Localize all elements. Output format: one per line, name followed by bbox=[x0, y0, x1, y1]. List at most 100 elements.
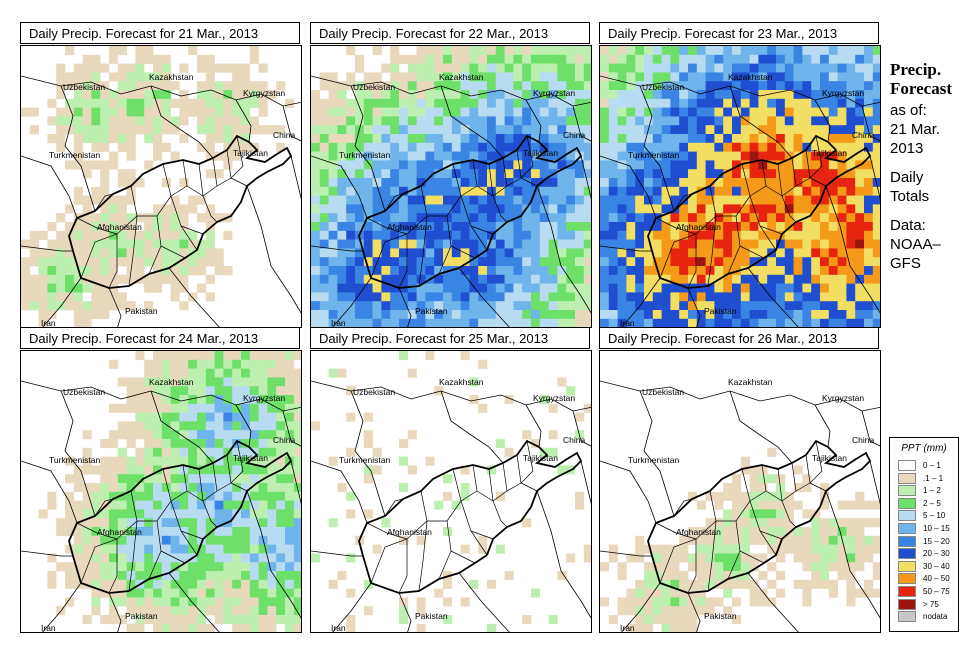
side-title-line1: Precip. bbox=[890, 60, 942, 79]
province-borders bbox=[366, 135, 538, 289]
country-borders bbox=[21, 75, 301, 327]
map-panel: Daily Precip. Forecast for 25 Mar., 2013… bbox=[310, 327, 592, 633]
legend-swatch bbox=[898, 598, 916, 610]
country-label: China bbox=[563, 435, 585, 445]
country-borders bbox=[21, 380, 301, 632]
legend-label: 50 – 75 bbox=[923, 587, 950, 596]
legend-swatch bbox=[898, 573, 916, 585]
legend-item: 50 – 75 bbox=[898, 586, 958, 598]
asof-date-line2: 2013 bbox=[890, 140, 924, 157]
legend-label: 15 – 20 bbox=[923, 536, 950, 546]
country-label: Uzbekistan bbox=[63, 82, 105, 92]
legend-label: nodata bbox=[923, 612, 948, 622]
legend-label: > 75 bbox=[923, 599, 939, 609]
country-label: Kazakhstan bbox=[728, 72, 773, 82]
legend-title: PPT (mm) bbox=[901, 443, 947, 454]
legend-label: 5 – 10 bbox=[923, 511, 946, 521]
legend-label: 30 – 40 bbox=[923, 561, 950, 571]
panel-title: Daily Precip. Forecast for 25 Mar., 2013 bbox=[310, 327, 590, 349]
country-borders bbox=[600, 380, 880, 632]
legend-item: 20 – 30 bbox=[898, 548, 958, 560]
country-label: Iran bbox=[331, 623, 346, 633]
country-label: Kazakhstan bbox=[439, 72, 484, 82]
country-label: Uzbekistan bbox=[353, 82, 395, 92]
legend-item: 1 – 2 bbox=[898, 485, 958, 497]
province-borders bbox=[76, 135, 248, 289]
afghanistan-outline bbox=[358, 134, 583, 289]
precip-cells bbox=[600, 46, 880, 327]
country-label: Turkmenistan bbox=[628, 455, 679, 465]
country-label: Pakistan bbox=[415, 306, 448, 316]
country-label: Tajikistan bbox=[233, 148, 268, 158]
legend-item: nodata bbox=[898, 611, 958, 623]
country-label: Tajikistan bbox=[812, 453, 847, 463]
legend-item: > 75 bbox=[898, 598, 958, 611]
country-label: Turkmenistan bbox=[49, 150, 100, 160]
precip-map: Kazakhstan Uzbekistan Kyrgyzstan Turkmenist… bbox=[20, 350, 302, 633]
country-label: Afghanistan bbox=[97, 222, 142, 232]
country-label: Afghanistan bbox=[387, 222, 432, 232]
country-label: Kyrgyzstan bbox=[533, 88, 575, 98]
country-label: Kazakhstan bbox=[439, 377, 484, 387]
asof-date-line1: 21 Mar. bbox=[890, 121, 941, 138]
map-panel: Daily Precip. Forecast for 26 Mar., 2013… bbox=[599, 327, 881, 633]
panel-title: Daily Precip. Forecast for 26 Mar., 2013 bbox=[599, 327, 879, 349]
legend-label: 20 – 30 bbox=[923, 549, 950, 559]
side-info: Precip. Forecast as of: 21 Mar. 2013 Dai… bbox=[890, 60, 975, 273]
afghanistan-outline bbox=[647, 439, 872, 594]
country-label: Iran bbox=[620, 318, 635, 328]
map-panel: Daily Precip. Forecast for 24 Mar., 2013… bbox=[20, 327, 302, 633]
ppt-legend: PPT (mm) 0 – 1 .1 – 1 1 – 2 2 – 5 5 – 10 10 –… bbox=[889, 437, 959, 632]
country-label: Uzbekistan bbox=[642, 82, 684, 92]
legend-swatch bbox=[898, 460, 916, 471]
country-label: Uzbekistan bbox=[642, 387, 684, 397]
legend-item: .1 – 1 bbox=[898, 472, 958, 485]
country-label: Kazakhstan bbox=[728, 377, 773, 387]
country-borders bbox=[600, 75, 880, 327]
country-label: Kyrgyzstan bbox=[822, 88, 864, 98]
country-label: Tajikistan bbox=[523, 148, 558, 158]
country-label: Iran bbox=[41, 318, 56, 328]
legend-label: .1 – 1 bbox=[923, 473, 944, 483]
country-label: Turkmenistan bbox=[339, 455, 390, 465]
country-label: Kyrgyzstan bbox=[243, 88, 285, 98]
map-panel: Daily Precip. Forecast for 22 Mar., 2013… bbox=[310, 22, 592, 328]
country-label: China bbox=[273, 435, 295, 445]
daily-line2: Totals bbox=[890, 188, 930, 205]
data-line3: GFS bbox=[890, 255, 921, 272]
country-label: China bbox=[852, 435, 874, 445]
afghanistan-outline bbox=[358, 439, 583, 594]
legend-item: 10 – 15 bbox=[898, 523, 958, 535]
country-label: Turkmenistan bbox=[628, 150, 679, 160]
country-label: Kyrgyzstan bbox=[822, 393, 864, 403]
country-label: Afghanistan bbox=[676, 527, 721, 537]
country-label: Uzbekistan bbox=[63, 387, 105, 397]
country-label: Tajikistan bbox=[812, 148, 847, 158]
province-borders bbox=[655, 440, 827, 594]
precip-map: Kazakhstan Uzbekistan Kyrgyzstan Turkmenist… bbox=[599, 45, 881, 328]
country-label: Iran bbox=[331, 318, 346, 328]
legend-swatch bbox=[898, 560, 916, 572]
legend-swatch bbox=[898, 611, 916, 623]
country-label: Pakistan bbox=[125, 611, 158, 621]
side-title-line2: Forecast bbox=[890, 79, 952, 98]
asof-label: as of: bbox=[890, 102, 927, 119]
legend-item: 30 – 40 bbox=[898, 560, 958, 573]
map-panel: Daily Precip. Forecast for 23 Mar., 2013… bbox=[599, 22, 881, 328]
country-label: Pakistan bbox=[125, 306, 158, 316]
afghanistan-outline bbox=[68, 439, 293, 594]
country-label: China bbox=[563, 130, 585, 140]
country-label: Uzbekistan bbox=[353, 387, 395, 397]
country-label: Kyrgyzstan bbox=[533, 393, 575, 403]
country-label: Afghanistan bbox=[97, 527, 142, 537]
country-label: Kazakhstan bbox=[149, 377, 194, 387]
country-label: Iran bbox=[620, 623, 635, 633]
panel-title: Daily Precip. Forecast for 21 Mar., 2013 bbox=[20, 22, 300, 44]
panel-title: Daily Precip. Forecast for 23 Mar., 2013 bbox=[599, 22, 879, 44]
legend-item: 5 – 10 bbox=[898, 510, 958, 522]
legend-item: 2 – 5 bbox=[898, 497, 958, 510]
country-label: Afghanistan bbox=[387, 527, 432, 537]
panel-title: Daily Precip. Forecast for 22 Mar., 2013 bbox=[310, 22, 590, 44]
country-label: Kyrgyzstan bbox=[243, 393, 285, 403]
country-label: China bbox=[852, 130, 874, 140]
